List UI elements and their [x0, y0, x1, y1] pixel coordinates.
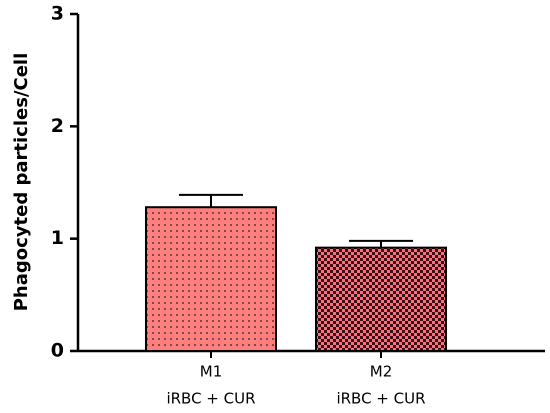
x-tick-label: M1	[200, 363, 223, 381]
y-tick-label: 0	[51, 340, 64, 362]
bar	[145, 206, 277, 352]
y-tick-label: 2	[51, 115, 64, 137]
x-sublabel: iRBC + CUR	[336, 390, 425, 408]
x-sublabel: iRBC + CUR	[166, 390, 255, 408]
y-tick-label: 1	[51, 227, 64, 249]
y-tick-label: 3	[51, 3, 64, 25]
bar	[315, 246, 447, 352]
x-tick-label: M2	[370, 363, 393, 381]
y-axis-label: Phagocyted particles/Cell	[11, 53, 32, 312]
